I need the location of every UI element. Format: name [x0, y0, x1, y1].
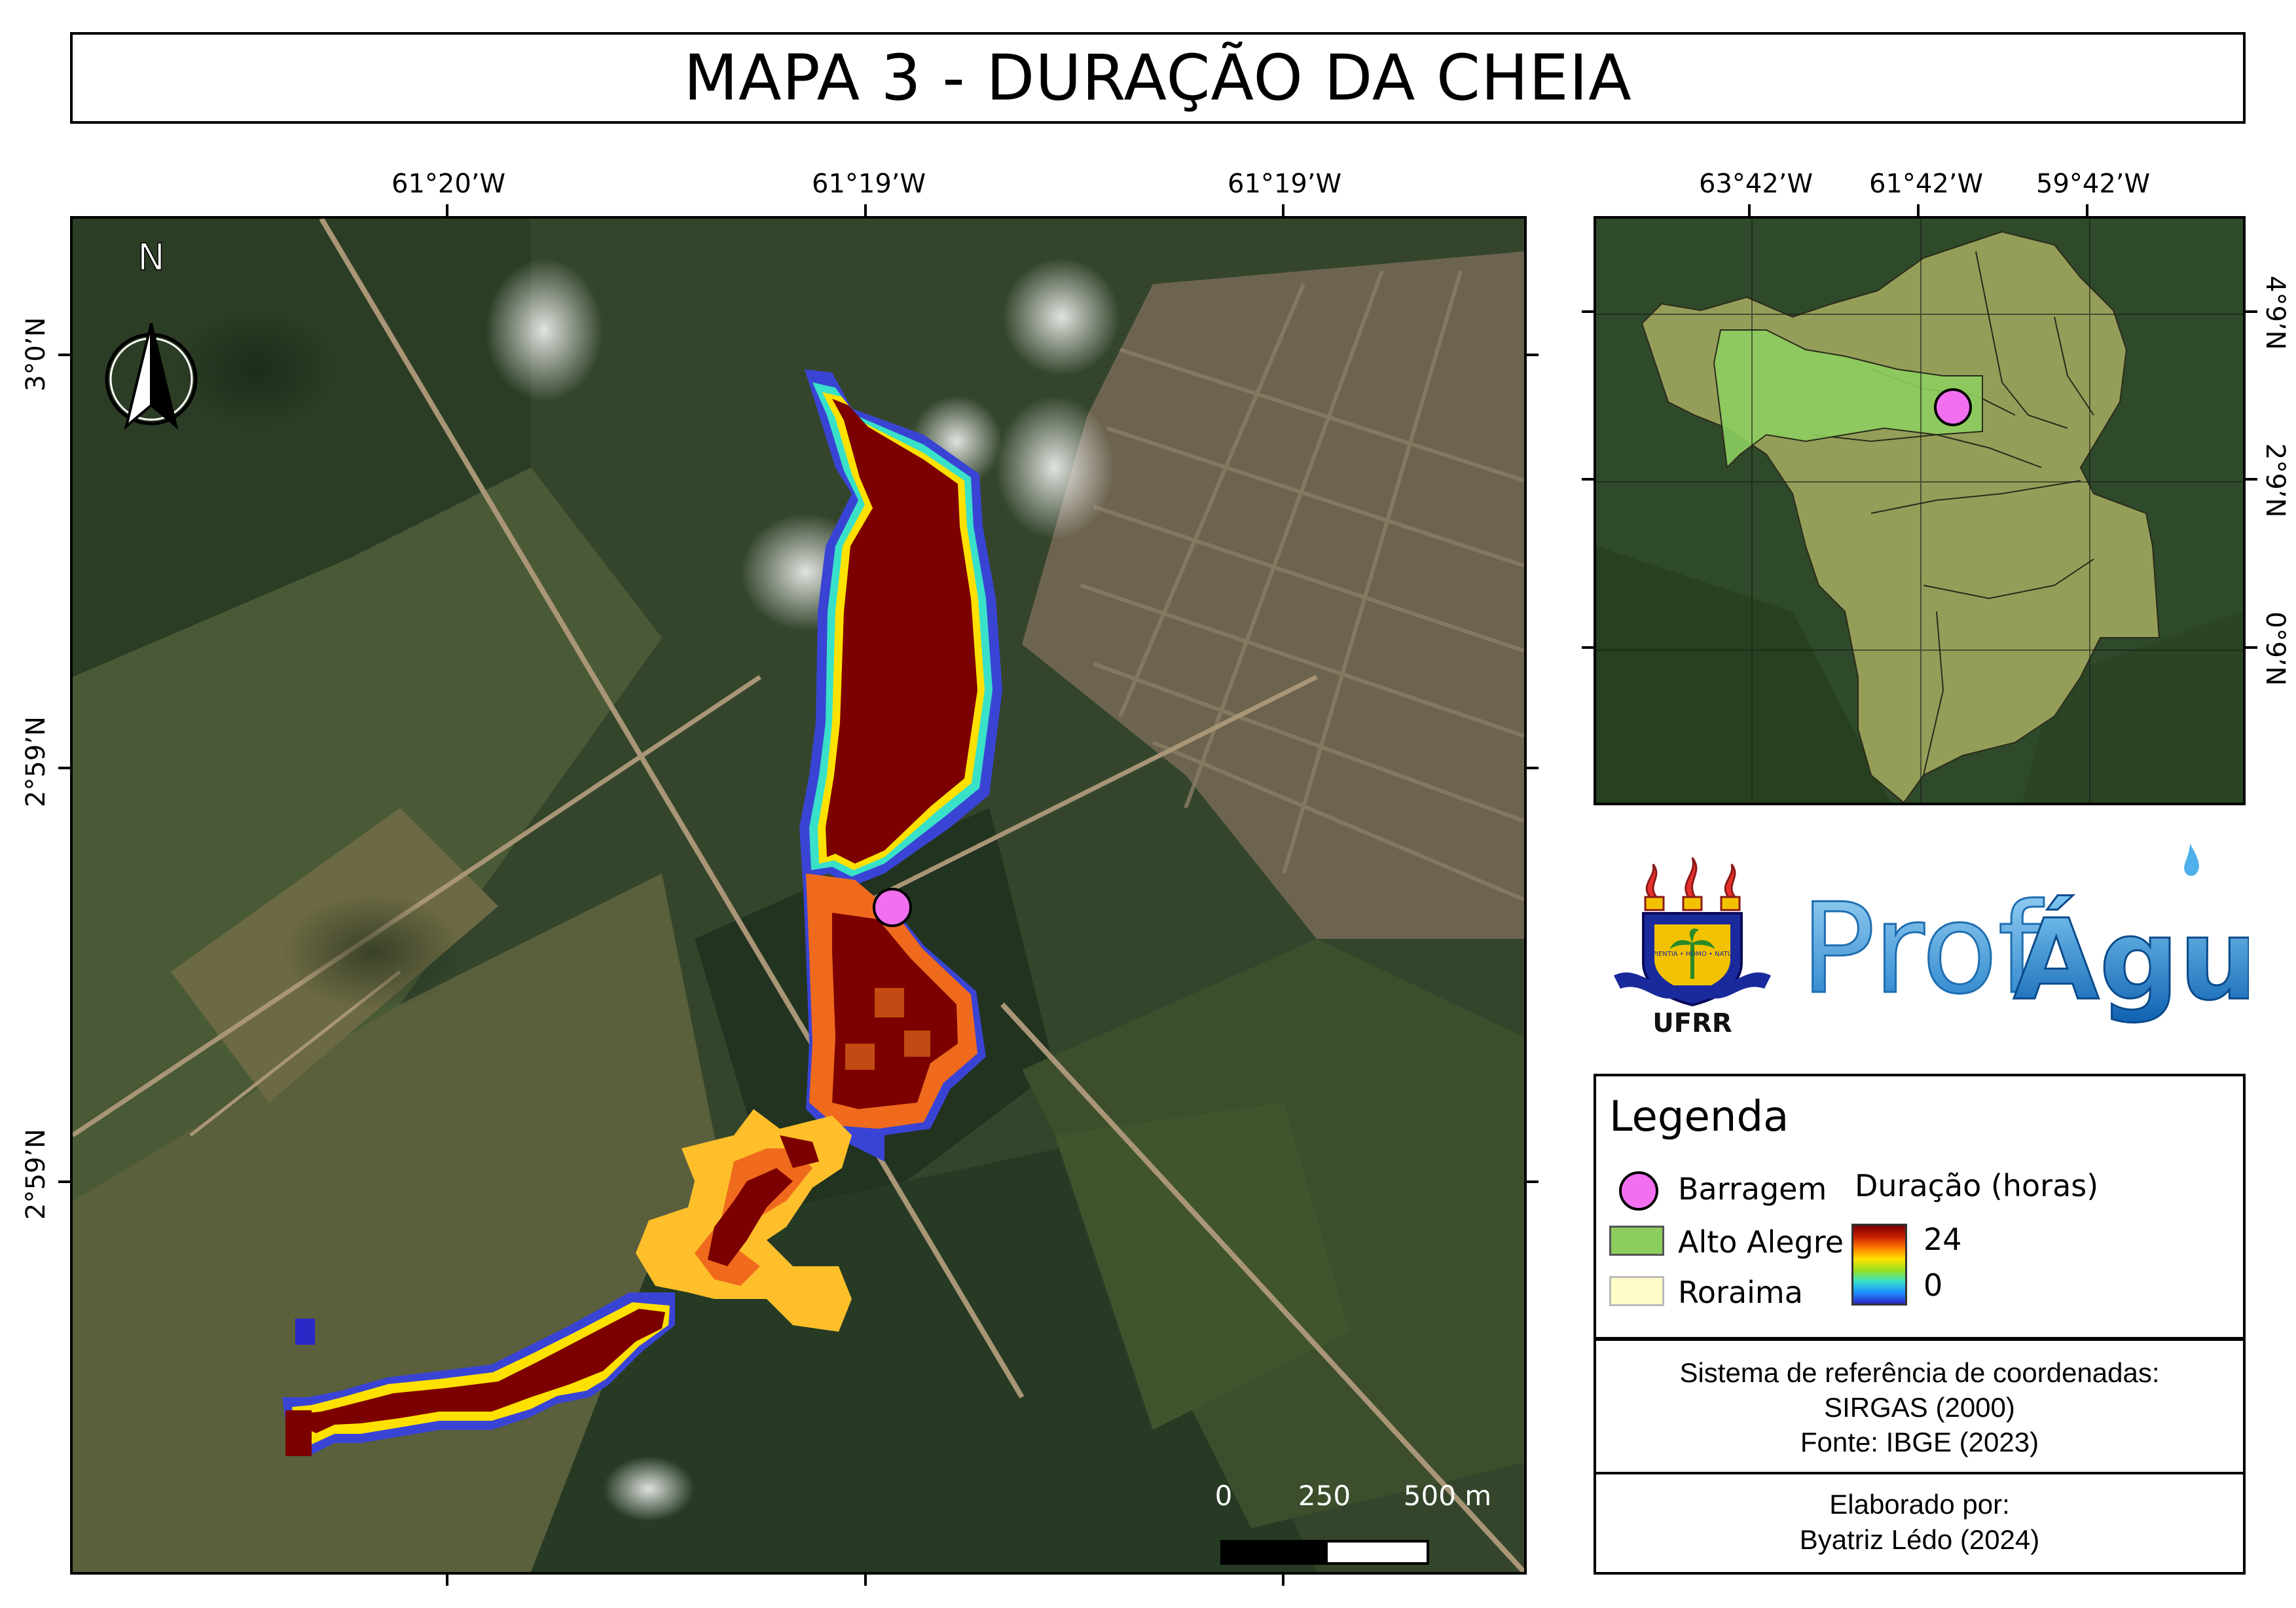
legend-item-roraima: Roraima	[1678, 1275, 1803, 1310]
inset-dam-marker	[1934, 388, 1972, 426]
forest-patch	[73, 219, 531, 677]
cloud-shadow	[177, 310, 335, 428]
inset-lat-label-1: 4°9’N	[2260, 276, 2290, 350]
flood-core	[780, 1135, 819, 1168]
legend-item-barragem: Barragem	[1678, 1171, 1827, 1207]
main-lon-label-3: 61°19’W	[1228, 169, 1342, 199]
inset-forest	[1596, 546, 1891, 803]
alto-alegre-swatch	[1609, 1226, 1664, 1256]
pasture-patch	[1055, 1103, 1349, 1430]
crs-line-1: Sistema de referência de coordenadas:	[1679, 1357, 2160, 1388]
ufrr-motto: SAPIENTIA • HOMO • NATURA	[1644, 951, 1741, 958]
map-title: MAPA 3 - DURAÇÃO DA CHEIA	[683, 41, 1632, 115]
main-lon-label-1: 61°20’W	[392, 169, 506, 199]
road	[857, 674, 1318, 909]
flood-core-block	[285, 1410, 312, 1456]
duration-gradient-ramp	[1851, 1224, 1907, 1306]
inset-lon-label-2: 61°42’W	[1869, 169, 1984, 199]
ufrr-logo: SAPIENTIA • HOMO • NATURA UFRR	[1607, 851, 1777, 1041]
alto-alegre-polygon	[1713, 329, 1983, 469]
gradient-title: Duração (horas)	[1855, 1168, 2099, 1203]
flood-orange-block	[845, 1044, 875, 1070]
author-line-1: Elaborado por:	[1829, 1489, 2010, 1520]
roraima-swatch	[1609, 1276, 1664, 1306]
inset-map-canvas	[1596, 219, 2243, 803]
main-lat-label-1: 3°0’N	[21, 317, 51, 392]
main-map-canvas: N 0 250 500 m	[73, 219, 1524, 1572]
profagua-prof: Prof	[1800, 877, 2044, 1021]
gradient-min: 0	[1923, 1268, 1943, 1303]
inset-lon-label-1: 63°42’W	[1699, 169, 1813, 199]
flood-core	[826, 399, 977, 864]
ribbon-icon	[1614, 972, 1771, 998]
road	[1000, 1002, 1524, 1572]
map-title-box: MAPA 3 - DURAÇÃO DA CHEIA	[70, 32, 2246, 124]
inset-lat-label-3: 0°9’N	[2260, 612, 2290, 686]
author-section: Elaborado por: Byatriz Lédo (2024)	[1596, 1474, 2243, 1573]
cloud	[996, 395, 1114, 539]
main-lon-label-2: 61°19’W	[812, 169, 926, 199]
palm-tree-icon	[1669, 928, 1715, 979]
water-drop-icon	[2184, 843, 2199, 876]
ufrr-label: UFRR	[1652, 1008, 1732, 1038]
legend-title: Legenda	[1609, 1093, 1789, 1141]
cloud-shadow	[282, 893, 465, 1011]
inset-forest	[2022, 612, 2243, 803]
inset-graticule	[1596, 219, 2243, 803]
cloud	[1002, 258, 1120, 376]
main-lat-label-2: 2°59’N	[21, 716, 51, 807]
torch-icon	[1644, 857, 1741, 911]
legend-section: Legenda Barragem Alto Alegre Roraima Dur…	[1596, 1076, 2243, 1337]
legend-divider	[1596, 1337, 2243, 1341]
profagua-agua: Água	[2013, 895, 2249, 1025]
crs-divider	[1596, 1472, 2243, 1474]
cloud	[485, 258, 603, 402]
urban-street-grid	[1080, 270, 1524, 902]
inset-lon-label-3: 59°42’W	[2036, 169, 2151, 199]
flood-core	[301, 1309, 665, 1433]
crs-section: Sistema de referência de coordenadas: SI…	[1596, 1341, 2243, 1472]
scale-label-500: 500 m	[1404, 1480, 1491, 1512]
cloud	[603, 1456, 695, 1522]
crs-line-2: SIRGAS (2000)	[1824, 1392, 2015, 1423]
flood-core	[708, 1168, 793, 1266]
flood-orange-block	[875, 988, 904, 1017]
flood-edge-blue-block	[295, 1319, 315, 1345]
flood-raster	[282, 369, 1002, 1456]
inset-lat-label-2: 2°9’N	[2260, 443, 2290, 518]
barragem-symbol	[1619, 1171, 1658, 1211]
north-arrow	[105, 323, 198, 430]
scale-label-250: 250	[1298, 1480, 1351, 1512]
author-line-2: Byatriz Lédo (2024)	[1799, 1524, 2040, 1555]
main-map-frame[interactable]: N 0 250 500 m	[70, 216, 1527, 1575]
main-lat-label-3: 2°59’N	[21, 1129, 51, 1220]
gradient-max: 24	[1923, 1222, 1962, 1257]
inset-map-frame[interactable]	[1594, 216, 2246, 805]
urban-area	[1022, 251, 1524, 939]
flood-orange-block	[904, 1031, 930, 1057]
dam-marker	[873, 888, 912, 927]
crs-line-3: Fonte: IBGE (2023)	[1800, 1427, 2039, 1457]
legend-item-alto-alegre: Alto Alegre	[1678, 1224, 1844, 1260]
north-label: N	[137, 236, 165, 279]
scale-bar: 0 250 500 m	[1215, 1480, 1491, 1565]
legend-panel: Legenda Barragem Alto Alegre Roraima Dur…	[1594, 1074, 2246, 1575]
profagua-logo: Prof Água	[1797, 838, 2296, 1034]
road	[319, 219, 1025, 1399]
scale-label-0: 0	[1215, 1480, 1233, 1512]
